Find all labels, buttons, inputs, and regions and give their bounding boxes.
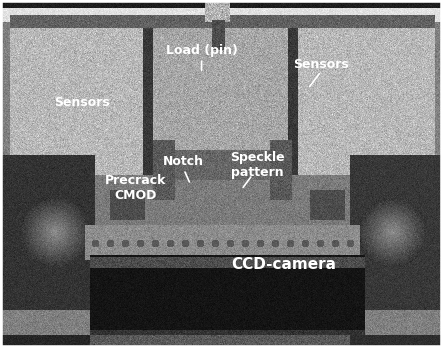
Text: Sensors: Sensors (293, 58, 349, 71)
Text: Precrack
CMOD: Precrack CMOD (105, 174, 166, 202)
Text: CCD-camera: CCD-camera (231, 257, 336, 272)
Text: Load (pin): Load (pin) (166, 44, 237, 57)
Text: Speckle
pattern: Speckle pattern (229, 151, 284, 179)
Text: Sensors: Sensors (54, 96, 110, 109)
Text: Notch: Notch (163, 155, 204, 168)
